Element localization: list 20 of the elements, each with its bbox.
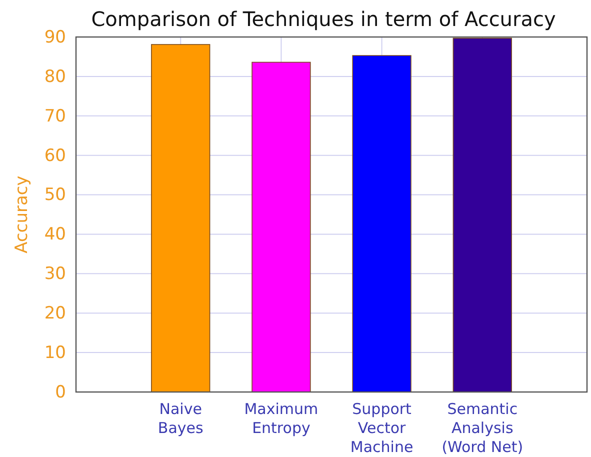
y-tick-label: 50 [44, 185, 66, 206]
y-tick-label: 30 [44, 264, 66, 284]
bar [252, 62, 311, 392]
x-tick-label: Semantic Analysis (Word Net) [442, 400, 524, 456]
bar [352, 55, 412, 392]
y-tick-label: 80 [44, 66, 66, 87]
y-tick-label: 40 [44, 224, 66, 245]
y-tick-label: 90 [44, 27, 66, 48]
bar [452, 38, 512, 392]
bar [151, 44, 210, 392]
y-axis-title: Accuracy [12, 176, 32, 254]
y-tick-label: 20 [44, 304, 66, 324]
chart-title: Comparison of Techniques in term of Accuracy [91, 7, 556, 31]
y-tick-label: 0 [55, 382, 66, 402]
y-tick-label: 60 [44, 146, 66, 166]
x-tick-label: Support Vector Machine [350, 400, 414, 456]
x-tick-label: Naive Bayes [158, 400, 204, 437]
y-tick-label: 10 [44, 342, 66, 363]
y-tick-label: 70 [44, 106, 66, 126]
x-tick-label: Maximum Entropy [244, 400, 318, 437]
